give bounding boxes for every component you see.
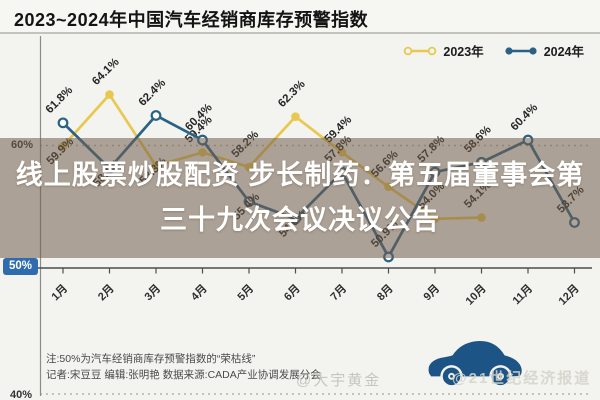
value-label: 62.3% [276,78,308,110]
chart-legend: 2023年 2024年 [403,41,584,60]
car-logo-icon [428,341,522,386]
legend-label-2024: 2024年 [543,45,584,59]
footnote-boom-bust-line: 注:50%为汽车经销商库存预警指数的“荣枯线” [46,353,256,365]
month-tick-label: 12月 [556,282,582,308]
data-point-marker [105,90,114,99]
headline-text: 线上股票炒股配资 步长制药：第五届董事会第三十九次会议决议公告 [15,160,585,235]
month-tick-label: 2月 [95,282,116,303]
watermark-center: @大宇黄金 [296,372,382,389]
y-axis-label-40: 40% [10,389,33,400]
month-tick-label: 11月 [510,282,535,307]
legend-item-2023: 2023年 [403,41,484,60]
month-tick-label: 9月 [421,282,442,303]
value-label: 62.4% [137,77,169,109]
title-bar: 2023~2024年中国汽车经销商库存预警指数 [0,0,600,34]
month-tick-label: 4月 [188,282,209,303]
month-tick-label: 5月 [235,282,256,303]
chart-title: 2023~2024年中国汽车经销商库存预警指数 [14,10,369,30]
value-label: 60.4% [509,102,541,134]
legend-item-2024: 2024年 [504,41,584,60]
data-point-marker [291,112,300,122]
footnote-credits: 记者:宋豆豆 编辑:张明艳 数据来源:CADA产业协调发展分会 [46,369,321,381]
y-axis-label-50-badge: 50% [3,258,39,275]
watermark-21st-century-herald: @21世纪经济报道 [452,370,592,387]
month-tick-label: 1月 [49,282,70,303]
month-tick-label: 8月 [374,282,395,303]
data-point-marker [57,117,69,129]
legend-line-solid-dots-icon [505,46,537,55]
legend-line-open-dots-icon [404,46,437,55]
value-label: 64.1% [90,56,122,88]
month-tick-label: 6月 [281,282,302,303]
footnotes: 注:50%为汽车经销商库存预警指数的“荣枯线” 记者:宋豆豆 编辑:张明艳 数据… [46,351,321,383]
legend-label-2023: 2023年 [443,45,484,59]
month-tick-label: 7月 [328,282,349,303]
month-tick-label: 3月 [142,282,163,303]
data-point-marker [150,110,162,121]
headline-overlay-band: 线上股票炒股配资 步长制药：第五届董事会第三十九次会议决议公告 [0,138,600,258]
value-label: 61.8% [44,84,76,116]
month-tick-label: 10月 [463,282,489,308]
